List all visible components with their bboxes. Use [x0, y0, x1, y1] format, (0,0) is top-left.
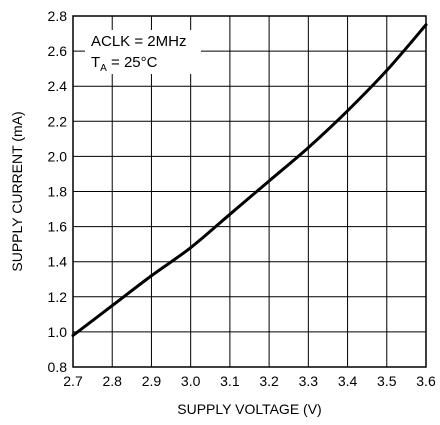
y-tick-label: 1.2 [48, 289, 68, 305]
x-tick-label: 3.2 [259, 373, 279, 389]
x-tick-label: 3.5 [377, 373, 397, 389]
y-tick-label: 2.4 [48, 78, 68, 94]
y-tick-label: 1.4 [48, 254, 68, 270]
annotation-temp-value: = 25°C [107, 54, 158, 71]
y-tick-label: 2.0 [48, 148, 68, 164]
x-tick-label: 3.0 [181, 373, 201, 389]
plot-frame [72, 15, 427, 368]
y-axis-label: SUPPLY CURRENT (mA) [9, 111, 25, 271]
x-tick-label: 3.3 [299, 373, 319, 389]
x-tick-label: 3.6 [416, 373, 436, 389]
y-tick-label: 1.0 [48, 324, 68, 340]
y-tick-label: 2.8 [48, 8, 68, 24]
y-tick-labels: 0.8 1.0 1.2 1.4 1.6 1.8 2.0 2.2 2.4 2.6 2.8 [48, 8, 68, 375]
x-tick-label: 2.7 [63, 373, 83, 389]
y-tick-label: 1.6 [48, 219, 68, 235]
x-tick-labels: 2.7 2.8 2.9 3.0 3.1 3.2 3.3 3.4 3.5 3.6 [63, 373, 436, 389]
annotation-subscript: A [100, 63, 107, 74]
y-tick-label: 0.8 [48, 359, 68, 375]
x-tick-label: 2.8 [102, 373, 122, 389]
series-line [71, 23, 428, 337]
x-axis-label: SUPPLY VOLTAGE (V) [177, 401, 321, 417]
annotation-t: T [91, 54, 100, 71]
x-tick-label: 3.1 [220, 373, 240, 389]
annotation-temperature: TA = 25°C [91, 54, 158, 74]
y-tick-label: 1.8 [48, 184, 68, 200]
annotation-aclk: ACLK = 2MHz [91, 33, 186, 50]
y-tick-label: 2.6 [48, 43, 68, 59]
y-tick-label: 2.2 [48, 113, 68, 129]
annotation-background [85, 30, 201, 74]
x-tick-label: 2.9 [142, 373, 162, 389]
x-tick-label: 3.4 [338, 373, 358, 389]
